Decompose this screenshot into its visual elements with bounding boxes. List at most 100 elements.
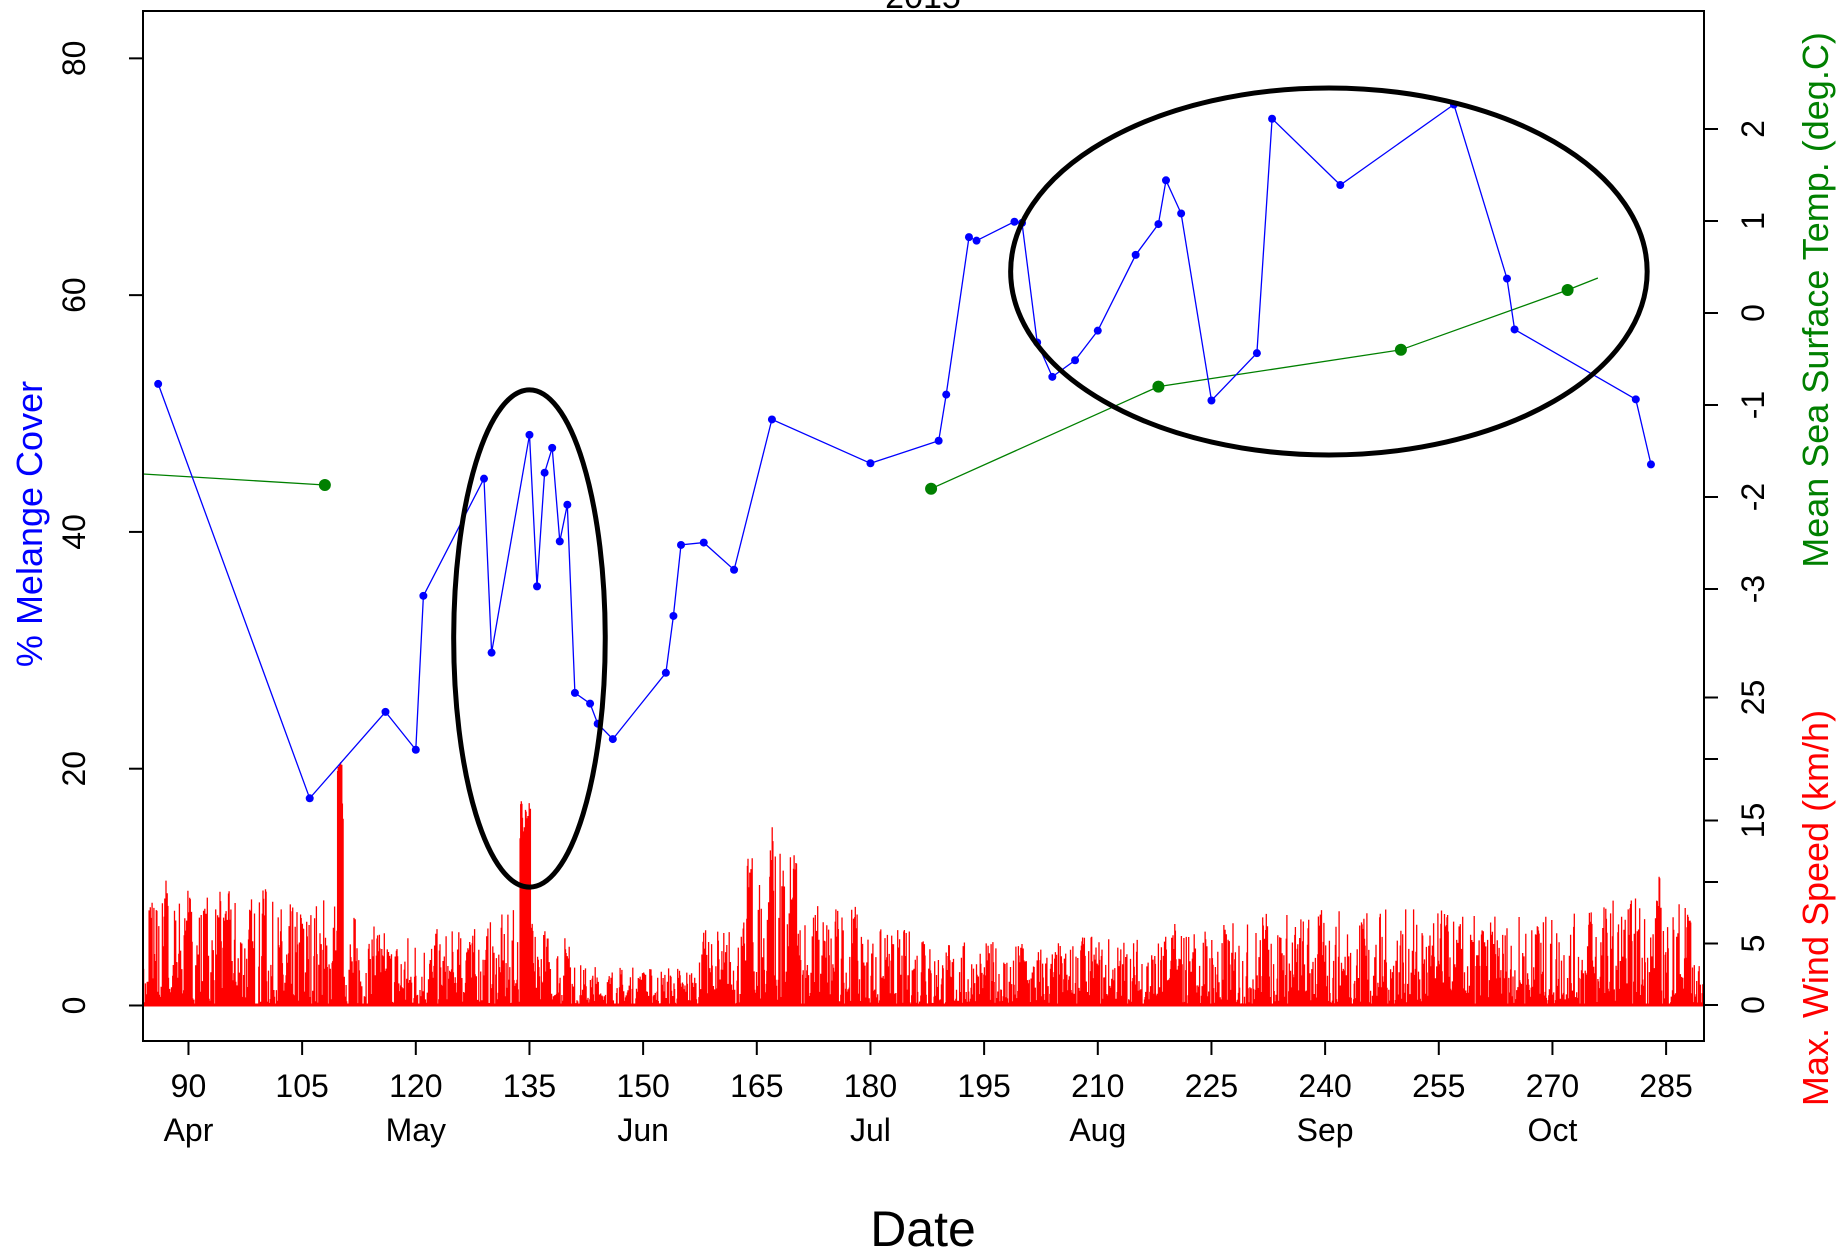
melange-point-13 [570,688,579,697]
x-tick-label-120: 120 [389,1068,442,1104]
sst-tick-label-2: 0 [1735,304,1771,322]
melange-point-45 [1631,395,1640,404]
melange-point-39 [1252,349,1261,358]
wind-tick-label-1: 5 [1735,935,1771,953]
melange-point-40 [1268,114,1277,123]
x-tick-label-255: 255 [1412,1068,1465,1104]
melange-point-20 [699,538,708,547]
melange-point-8 [533,582,542,591]
melange-point-17 [661,668,670,677]
melange-point-27 [972,236,981,245]
melange-point-2 [381,707,390,716]
x-tick-label-165: 165 [730,1068,783,1104]
melange-point-28 [1010,217,1019,226]
melange-point-26 [964,233,973,242]
wind-tick-label-3: 15 [1735,803,1771,839]
wind-tick-label-5: 25 [1735,680,1771,716]
x-tick-label-225: 225 [1185,1068,1238,1104]
left-tick-label-40: 40 [56,514,92,550]
sst-point-0 [318,479,331,492]
wind-speed-bars [143,762,1704,1007]
sst-point-1 [925,482,938,495]
annotation-ellipse-0 [451,387,608,890]
left-tick-label-80: 80 [56,41,92,77]
sst-point-3 [1394,343,1407,356]
melange-point-11 [555,537,564,546]
plot-frame [142,10,1705,1042]
month-label-aug: Aug [1069,1112,1126,1148]
melange-point-41 [1336,181,1345,190]
x-tick-label-180: 180 [844,1068,897,1104]
melange-point-34 [1131,250,1140,259]
melange-point-46 [1646,460,1655,469]
x-axis: 90 105 120 135 150 165 180 195 210 225 240 255 270 28… [164,1041,1693,1148]
melange-point-44 [1510,325,1519,334]
wind-tick-label-0: 0 [1735,996,1771,1014]
x-axis-title: Date [870,1201,976,1256]
left-tick-label-20: 20 [56,751,92,787]
chart-title: 2015 [885,0,961,16]
annotation-ellipses [451,85,1650,890]
sst-line-segment-0 [142,473,325,486]
sst-tick-label-4: -2 [1735,483,1771,511]
melange-point-23 [866,459,875,468]
x-tick-label-285: 285 [1639,1068,1692,1104]
sst-tick-label-1: 1 [1735,212,1771,230]
sst-tick-label-0: 2 [1735,120,1771,138]
wind-axis-title: Max. Wind Speed (km/h) [1795,710,1836,1106]
melange-point-33 [1093,326,1102,335]
melange-point-5 [479,474,488,483]
x-tick-label-240: 240 [1298,1068,1351,1104]
melange-point-9 [540,468,549,477]
x-tick-label-195: 195 [957,1068,1010,1104]
melange-point-32 [1071,356,1080,365]
month-label-oct: Oct [1528,1112,1578,1148]
x-tick-label-135: 135 [503,1068,556,1104]
sst-tick-label-5: -3 [1735,575,1771,603]
left-y-axis: 0 20 40 60 80 [56,41,143,1015]
month-label-apr: Apr [164,1112,214,1148]
melange-point-22 [767,415,776,424]
left-axis-title: % Melange Cover [9,381,50,667]
sst-point-4 [1561,284,1574,296]
melange-point-4 [419,591,428,600]
x-tick-label-150: 150 [616,1068,669,1104]
month-label-jul: Jul [850,1112,891,1148]
sst-axis-title: Mean Sea Surface Temp. (deg.C) [1795,32,1836,568]
melange-point-31 [1048,372,1057,381]
melange-point-16 [608,735,617,744]
x-tick-label-90: 90 [171,1068,207,1104]
melange-point-25 [942,390,951,399]
melange-cover-series [154,100,1655,803]
melange-point-10 [548,443,557,452]
sea-surface-temp-series [142,277,1599,495]
month-label-may: May [386,1112,446,1148]
x-tick-label-105: 105 [275,1068,328,1104]
melange-point-14 [586,699,595,708]
melange-point-7 [525,430,534,439]
melange-point-38 [1207,396,1216,405]
annotation-ellipse-1 [1008,85,1650,458]
melange-point-0 [154,379,163,388]
melange-point-19 [677,540,686,549]
wind-y-axis: 0 5 15 25 [1704,680,1771,1014]
melange-point-24 [934,436,943,445]
month-label-sep: Sep [1297,1112,1354,1148]
melange-point-35 [1154,220,1163,229]
melange-point-36 [1161,176,1170,185]
x-tick-label-270: 270 [1526,1068,1579,1104]
melange-point-18 [669,611,678,620]
left-tick-label-60: 60 [56,277,92,313]
melange-point-37 [1177,209,1186,218]
melange-point-43 [1502,274,1511,283]
melange-point-12 [563,500,572,509]
left-tick-label-0: 0 [56,997,92,1015]
sst-y-axis: 2 1 0 -1 -2 -3 [1704,120,1771,603]
melange-point-6 [487,648,496,657]
melange-point-21 [730,565,739,574]
month-label-jun: Jun [617,1112,669,1148]
melange-point-1 [305,794,314,803]
melange-point-3 [411,745,420,754]
